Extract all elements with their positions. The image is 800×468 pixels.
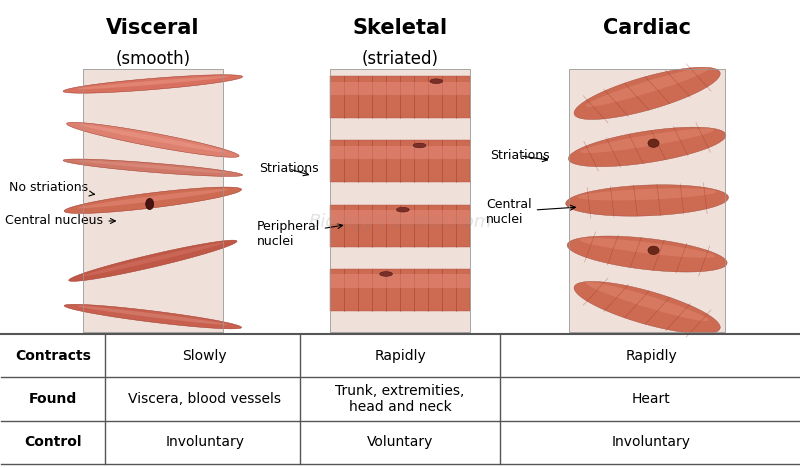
Ellipse shape bbox=[146, 198, 154, 210]
Text: Visceral: Visceral bbox=[106, 18, 200, 37]
Polygon shape bbox=[574, 281, 720, 334]
Bar bbox=[330, 76, 470, 118]
Bar bbox=[330, 210, 470, 224]
Polygon shape bbox=[63, 159, 242, 176]
Polygon shape bbox=[78, 306, 228, 325]
Polygon shape bbox=[79, 124, 226, 153]
Text: Slowly: Slowly bbox=[182, 349, 227, 363]
Text: Involuntary: Involuntary bbox=[612, 435, 690, 449]
Text: Heart: Heart bbox=[632, 392, 670, 406]
Text: Control: Control bbox=[25, 435, 82, 449]
Polygon shape bbox=[581, 129, 714, 153]
Ellipse shape bbox=[648, 246, 659, 255]
Text: No striations: No striations bbox=[10, 181, 94, 196]
Polygon shape bbox=[567, 236, 727, 272]
Text: Found: Found bbox=[29, 392, 78, 406]
Text: Cardiac: Cardiac bbox=[603, 18, 691, 37]
Polygon shape bbox=[578, 188, 716, 200]
Polygon shape bbox=[77, 160, 229, 173]
Polygon shape bbox=[69, 240, 237, 281]
Polygon shape bbox=[568, 127, 726, 167]
Bar bbox=[83, 69, 222, 332]
Ellipse shape bbox=[397, 207, 409, 212]
Text: (striated): (striated) bbox=[362, 50, 438, 68]
Polygon shape bbox=[82, 242, 224, 277]
Bar bbox=[330, 140, 470, 183]
Text: Trunk, extremities,
head and neck: Trunk, extremities, head and neck bbox=[335, 384, 465, 414]
Polygon shape bbox=[586, 282, 709, 321]
Text: Peripheral
nuclei: Peripheral nuclei bbox=[257, 220, 342, 248]
Bar bbox=[330, 69, 470, 332]
Ellipse shape bbox=[380, 271, 393, 276]
Polygon shape bbox=[586, 67, 709, 107]
Bar bbox=[330, 269, 470, 311]
Bar bbox=[330, 274, 470, 288]
Text: Central nucleus: Central nucleus bbox=[6, 214, 115, 227]
Text: Viscera, blood vessels: Viscera, blood vessels bbox=[128, 392, 281, 406]
Bar bbox=[330, 69, 470, 332]
Polygon shape bbox=[66, 122, 239, 157]
Bar bbox=[330, 146, 470, 159]
Polygon shape bbox=[63, 75, 242, 93]
Text: Central
nuclei: Central nuclei bbox=[486, 197, 575, 226]
Text: Skeletal: Skeletal bbox=[353, 18, 447, 37]
Bar bbox=[570, 69, 725, 332]
Text: Rapidly: Rapidly bbox=[374, 349, 426, 363]
Text: Contracts: Contracts bbox=[15, 349, 91, 363]
Text: (smooth): (smooth) bbox=[115, 50, 190, 68]
Text: Rapidly: Rapidly bbox=[626, 349, 677, 363]
Ellipse shape bbox=[648, 139, 659, 147]
Text: Involuntary: Involuntary bbox=[165, 435, 244, 449]
Polygon shape bbox=[566, 185, 729, 216]
Bar bbox=[83, 69, 222, 332]
Polygon shape bbox=[574, 67, 720, 119]
Bar bbox=[330, 205, 470, 247]
Polygon shape bbox=[64, 304, 242, 329]
Ellipse shape bbox=[430, 79, 442, 83]
Ellipse shape bbox=[413, 143, 426, 148]
Text: Striations: Striations bbox=[259, 162, 318, 176]
Bar bbox=[570, 69, 725, 332]
Text: Striations: Striations bbox=[490, 149, 550, 162]
Polygon shape bbox=[579, 238, 715, 258]
Bar bbox=[330, 81, 470, 95]
Polygon shape bbox=[64, 187, 242, 213]
Text: Biology-Forums.com: Biology-Forums.com bbox=[308, 213, 492, 231]
Text: Voluntary: Voluntary bbox=[367, 435, 433, 449]
Polygon shape bbox=[78, 189, 228, 208]
Polygon shape bbox=[77, 76, 229, 89]
